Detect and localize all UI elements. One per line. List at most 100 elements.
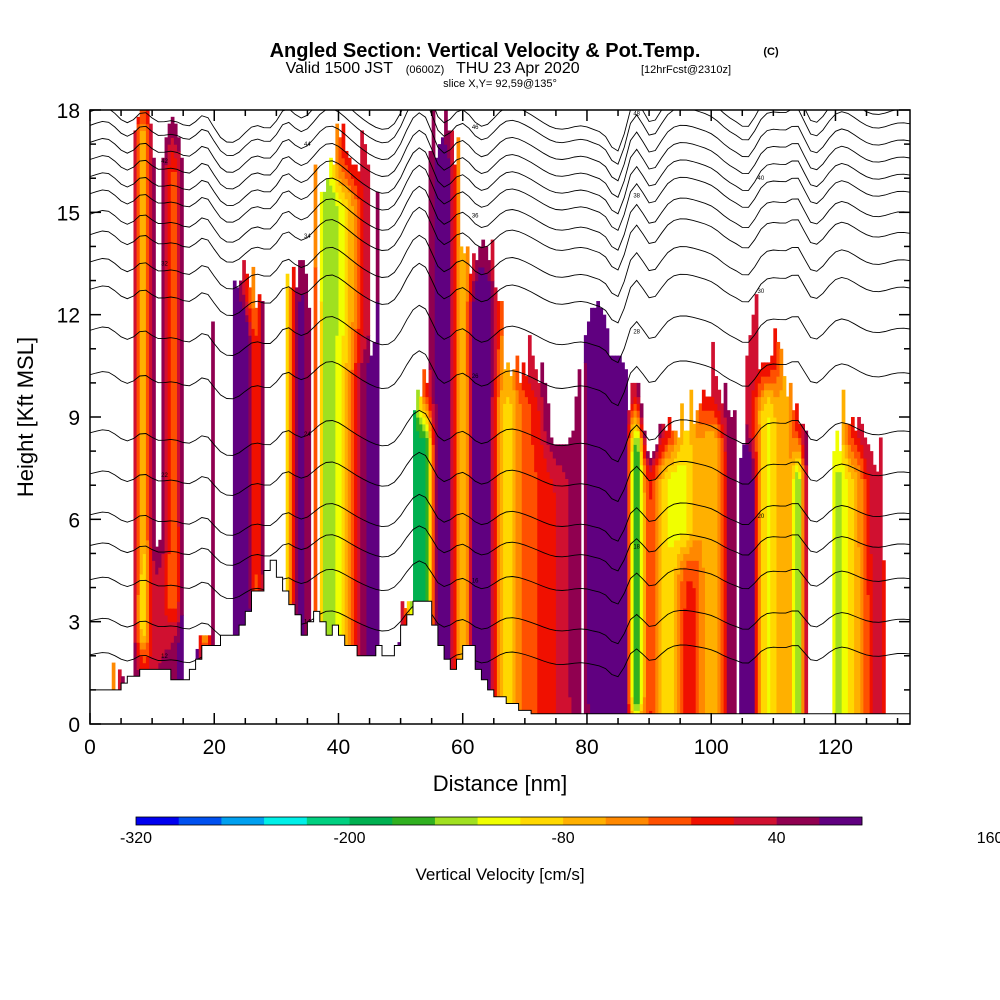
velocity-cell <box>347 191 352 370</box>
velocity-cell <box>664 430 669 445</box>
velocity-cell <box>176 526 181 602</box>
velocity-cell <box>173 608 178 623</box>
colorbar-swatch <box>776 817 820 825</box>
velocity-cell <box>295 287 299 724</box>
velocity-cell <box>534 369 538 398</box>
velocity-cell <box>686 580 691 724</box>
x-tick-label: 0 <box>84 736 96 759</box>
velocity-cell <box>360 362 364 724</box>
velocity-cell <box>652 451 656 459</box>
velocity-cell <box>515 389 520 724</box>
colorbar <box>135 816 863 826</box>
velocity-cell <box>701 410 706 425</box>
velocity-cell <box>425 437 430 636</box>
velocity-cell <box>208 635 212 650</box>
velocity-cell <box>444 110 448 145</box>
velocity-cell <box>170 608 175 623</box>
velocity-cell <box>732 410 737 724</box>
velocity-cell <box>242 260 246 295</box>
velocity-cell <box>347 369 352 677</box>
velocity-cell <box>649 457 653 466</box>
velocity-cell <box>832 451 837 724</box>
velocity-cell <box>363 348 368 724</box>
velocity-cell <box>366 164 371 336</box>
velocity-cell <box>540 362 545 398</box>
y-tick-label: 0 <box>68 714 80 737</box>
velocity-cell <box>667 464 672 479</box>
velocity-cell <box>428 430 433 439</box>
velocity-cell <box>493 376 498 724</box>
velocity-cell <box>552 492 557 724</box>
velocity-cell <box>543 382 548 432</box>
velocity-cell <box>524 376 529 398</box>
velocity-cell <box>456 137 461 677</box>
x-tick-label: 80 <box>575 736 598 759</box>
velocity-cell <box>375 191 380 302</box>
velocity-cell <box>344 198 349 364</box>
velocity-cell <box>795 437 799 452</box>
velocity-cell <box>596 301 600 724</box>
velocity-cell <box>478 246 482 268</box>
velocity-cell <box>518 403 523 711</box>
colorbar-swatch <box>221 817 265 825</box>
isentrope-label: 34 <box>304 234 311 240</box>
velocity-cell <box>425 423 430 432</box>
velocity-cell <box>791 464 796 479</box>
velocity-cell <box>854 430 858 445</box>
velocity-cell <box>714 376 719 404</box>
velocity-cell <box>484 246 489 275</box>
velocity-cell <box>705 430 709 724</box>
velocity-cell <box>720 437 725 724</box>
velocity-cell <box>416 389 420 418</box>
velocity-cell <box>850 437 855 452</box>
velocity-cell <box>664 444 669 452</box>
velocity-cell <box>673 471 678 541</box>
velocity-cell <box>341 191 346 207</box>
velocity-cell <box>167 621 172 650</box>
velocity-cell <box>142 123 147 132</box>
velocity-cell <box>468 273 473 302</box>
velocity-cell <box>298 260 302 302</box>
chart-title: Angled Section: Vertical Velocity & Pot.… <box>270 40 701 62</box>
velocity-cell <box>683 532 687 548</box>
velocity-cell <box>403 614 408 630</box>
velocity-cell <box>139 648 144 657</box>
velocity-cell <box>198 635 203 650</box>
velocity-cell <box>770 389 774 404</box>
velocity-cell <box>422 430 427 439</box>
velocity-cell <box>677 451 681 466</box>
velocity-cell <box>341 185 346 193</box>
velocity-cell <box>720 423 725 439</box>
velocity-cell <box>260 301 265 575</box>
velocity-cell <box>493 287 498 377</box>
velocity-cell <box>742 444 746 724</box>
velocity-cell <box>857 417 861 439</box>
velocity-cell <box>425 417 430 425</box>
velocity-cell <box>350 164 355 179</box>
velocity-cell <box>285 273 290 602</box>
isentrope-label: 42 <box>161 159 168 165</box>
velocity-cell <box>139 130 144 575</box>
velocity-cell <box>630 696 635 711</box>
velocity-cell <box>428 437 433 664</box>
velocity-cell <box>714 437 719 724</box>
velocity-cell <box>680 546 684 561</box>
velocity-cell <box>729 417 734 724</box>
velocity-cell <box>633 430 638 439</box>
velocity-cell <box>798 451 802 459</box>
velocity-cell <box>655 478 660 724</box>
velocity-cell <box>211 321 215 724</box>
velocity-cell <box>835 471 840 724</box>
velocity-cell <box>133 130 138 643</box>
velocity-cell <box>350 205 355 323</box>
velocity-cell <box>670 430 675 445</box>
velocity-cell <box>117 669 122 705</box>
velocity-cell <box>757 369 762 384</box>
velocity-cell <box>167 164 172 555</box>
velocity-cell <box>170 171 175 609</box>
velocity-cell <box>630 451 635 698</box>
velocity-cell <box>332 164 336 179</box>
velocity-cell <box>767 396 771 418</box>
velocity-cell <box>406 601 411 609</box>
velocity-cell <box>500 301 504 336</box>
